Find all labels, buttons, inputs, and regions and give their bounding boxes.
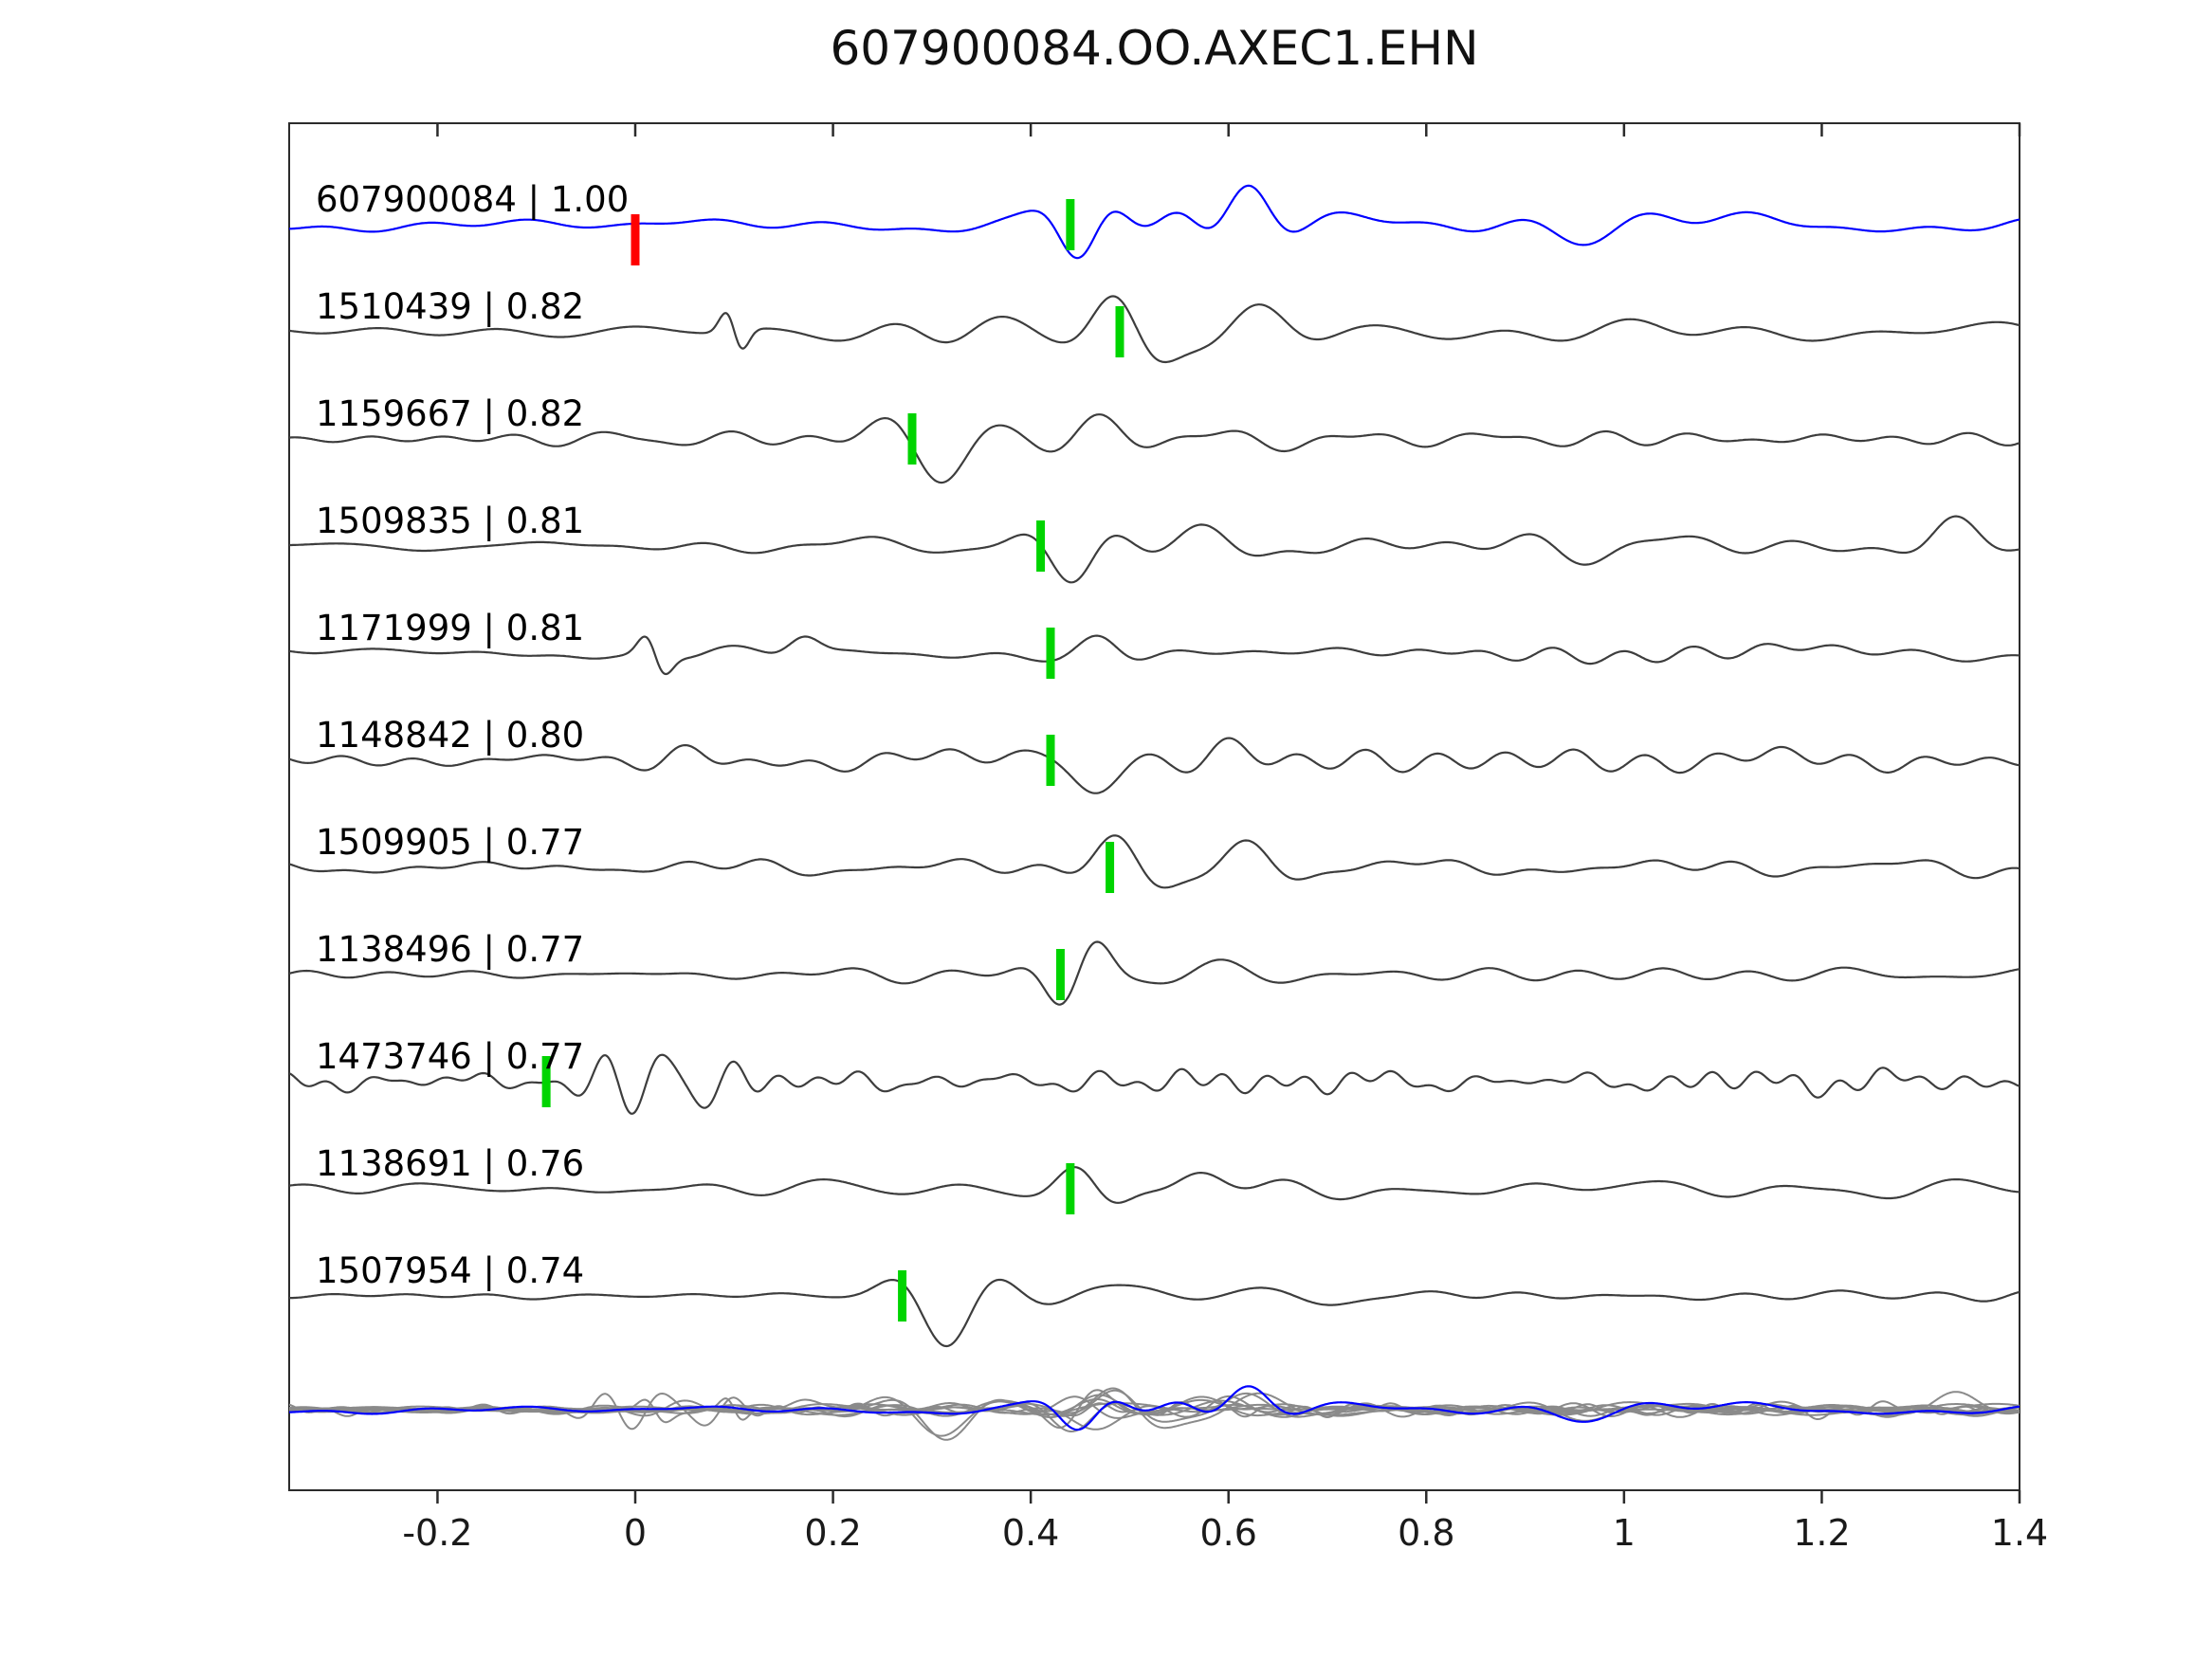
waveform-trace-1138691: [289, 1166, 2020, 1204]
waveform-trace-1509905: [289, 834, 2020, 889]
x-tick-label: 1.4: [1991, 1512, 2048, 1554]
trace-label-1148842: 1148842 | 0.80: [316, 715, 584, 756]
x-tick-label: -0.2: [402, 1512, 472, 1554]
waveform-trace-1509835: [289, 515, 2020, 584]
trace-label-1507954: 1507954 | 0.74: [316, 1250, 584, 1291]
trace-label-1510439: 1510439 | 0.82: [316, 286, 584, 327]
waveform-trace-607900084: [289, 184, 2020, 260]
x-tick-label: 0: [624, 1512, 647, 1554]
waveform-trace-1148842: [289, 737, 2020, 794]
trace-label-1138496: 1138496 | 0.77: [316, 929, 584, 970]
chart-title: 607900084.OO.AXEC1.EHN: [830, 21, 1479, 76]
waveform-trace-1510439: [289, 295, 2020, 364]
x-tick-label: 0.2: [804, 1512, 861, 1554]
waveform-trace-1138496: [289, 940, 2020, 1006]
trace-label-1473746: 1473746 | 0.77: [316, 1036, 584, 1077]
trace-label-1171999: 1171999 | 0.81: [316, 608, 584, 648]
plot-frame: [288, 122, 2020, 1491]
trace-label-1159667: 1159667 | 0.82: [316, 393, 584, 434]
waveform-trace-1507954: [289, 1278, 2020, 1348]
overlay-trace-1507954: [289, 1398, 2020, 1441]
x-tick-label: 0.8: [1398, 1512, 1454, 1554]
trace-label-1509905: 1509905 | 0.77: [316, 822, 584, 863]
waveform-trace-1473746: [289, 1053, 2020, 1115]
trace-label-1138691: 1138691 | 0.76: [316, 1143, 584, 1184]
trace-label-607900084: 607900084 | 1.00: [316, 179, 629, 220]
waveform-trace-1159667: [289, 413, 2020, 484]
waveform-trace-1171999: [289, 634, 2020, 676]
trace-label-1509835: 1509835 | 0.81: [316, 501, 584, 541]
x-tick-label: 0.4: [1002, 1512, 1059, 1554]
x-tick-label: 1: [1613, 1512, 1636, 1554]
overlay-trace-1473746: [289, 1393, 2020, 1431]
x-tick-label: 0.6: [1199, 1512, 1256, 1554]
overlay-trace-reference-607900084: [289, 1385, 2020, 1431]
x-tick-label: 1.2: [1793, 1512, 1850, 1554]
traces-group: [289, 184, 2020, 1441]
